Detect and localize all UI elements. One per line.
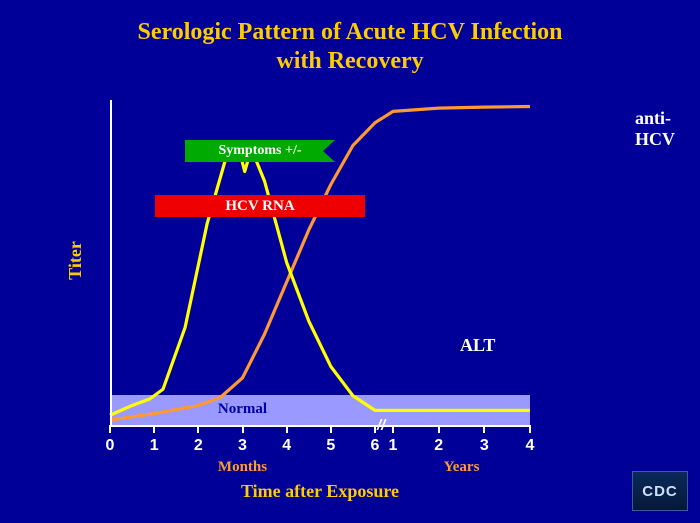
legend-hcvrna: HCV RNA <box>155 195 365 217</box>
title-line-2: with Recovery <box>0 47 700 76</box>
chart-title: Serologic Pattern of Acute HCV Infection… <box>0 0 700 76</box>
x-tick-label: 4 <box>282 437 291 455</box>
legend-hcvrna-text: HCV RNA <box>225 198 294 215</box>
legend-symptoms-text: Symptoms +/- <box>218 143 301 159</box>
x-sub-months: Months <box>218 459 267 476</box>
antihcv-series-label: anti-HCV <box>635 108 675 150</box>
x-tick-label: 3 <box>238 437 247 455</box>
x-tick-label: 1 <box>389 437 398 455</box>
title-line-1: Serologic Pattern of Acute HCV Infection <box>0 18 700 47</box>
x-tick-label: 2 <box>434 437 443 455</box>
cdc-logo-text: CDC <box>642 483 678 500</box>
x-tick-label: 6 <box>371 437 380 455</box>
x-tick-label: 1 <box>150 437 159 455</box>
legend-symptoms: Symptoms +/- <box>185 140 335 162</box>
x-tick-label: 0 <box>106 437 115 455</box>
x-axis <box>110 425 530 427</box>
cdc-logo: CDC <box>632 471 688 511</box>
alt-series-label: ALT <box>460 335 495 356</box>
y-axis-label: Titer <box>65 241 86 280</box>
x-tick-label: 5 <box>326 437 335 455</box>
x-axis-label: Time after Exposure <box>0 481 670 502</box>
x-sub-years: Years <box>444 459 480 476</box>
x-tick-label: 2 <box>194 437 203 455</box>
x-tick-label: 3 <box>480 437 489 455</box>
chart-area: Normal Symptoms +/- HCV RNA ALT anti-HCV… <box>110 100 530 425</box>
axis-break-mark: // <box>377 417 385 434</box>
y-axis <box>110 100 112 425</box>
x-tick-label: 4 <box>526 437 535 455</box>
